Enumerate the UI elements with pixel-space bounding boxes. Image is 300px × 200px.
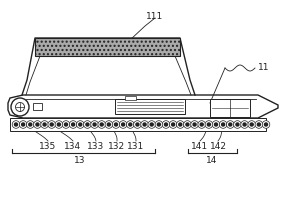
Circle shape: [164, 123, 167, 126]
Circle shape: [257, 123, 260, 126]
Circle shape: [129, 123, 132, 126]
Circle shape: [226, 121, 234, 128]
Circle shape: [176, 121, 184, 128]
Circle shape: [141, 121, 148, 128]
Text: 141: 141: [191, 142, 208, 151]
Circle shape: [205, 121, 213, 128]
Circle shape: [250, 123, 253, 126]
Bar: [10, 118, 266, 131]
Circle shape: [222, 123, 225, 126]
Circle shape: [14, 123, 17, 126]
Circle shape: [112, 121, 120, 128]
Circle shape: [136, 123, 139, 126]
Circle shape: [265, 123, 268, 126]
Circle shape: [119, 121, 127, 128]
Circle shape: [36, 123, 39, 126]
Circle shape: [16, 102, 25, 112]
Circle shape: [148, 121, 155, 128]
Circle shape: [219, 121, 227, 128]
Circle shape: [79, 123, 82, 126]
Circle shape: [64, 123, 68, 126]
Circle shape: [12, 121, 20, 128]
Circle shape: [255, 121, 263, 128]
Circle shape: [200, 123, 203, 126]
Circle shape: [29, 123, 32, 126]
Circle shape: [169, 121, 177, 128]
Circle shape: [198, 121, 206, 128]
Text: 134: 134: [64, 142, 82, 151]
Circle shape: [186, 123, 189, 126]
Circle shape: [34, 121, 41, 128]
Text: 135: 135: [39, 142, 57, 151]
Circle shape: [91, 121, 98, 128]
Circle shape: [69, 121, 77, 128]
Circle shape: [107, 123, 110, 126]
Text: 11: 11: [258, 64, 269, 72]
Circle shape: [150, 123, 153, 126]
Circle shape: [55, 121, 63, 128]
Circle shape: [229, 123, 232, 126]
Circle shape: [43, 123, 46, 126]
Circle shape: [22, 123, 25, 126]
Text: 14: 14: [206, 156, 218, 165]
Circle shape: [179, 123, 182, 126]
Circle shape: [234, 121, 241, 128]
Text: 133: 133: [87, 142, 105, 151]
Circle shape: [62, 121, 70, 128]
Circle shape: [212, 121, 220, 128]
Circle shape: [105, 121, 113, 128]
Text: 111: 111: [146, 12, 164, 21]
Text: 132: 132: [108, 142, 126, 151]
Circle shape: [236, 123, 239, 126]
Bar: [33, 103, 42, 110]
Circle shape: [86, 123, 89, 126]
Circle shape: [262, 121, 270, 128]
Circle shape: [57, 123, 60, 126]
Bar: [125, 96, 136, 100]
Text: 13: 13: [74, 156, 86, 165]
Circle shape: [191, 121, 198, 128]
Circle shape: [127, 121, 134, 128]
Circle shape: [248, 121, 256, 128]
Circle shape: [11, 98, 29, 116]
Circle shape: [84, 121, 91, 128]
Text: 131: 131: [128, 142, 145, 151]
Circle shape: [76, 121, 84, 128]
Circle shape: [155, 121, 163, 128]
Circle shape: [26, 121, 34, 128]
Circle shape: [50, 123, 53, 126]
Circle shape: [214, 123, 218, 126]
Circle shape: [19, 121, 27, 128]
Text: 142: 142: [209, 142, 226, 151]
Circle shape: [184, 121, 191, 128]
Circle shape: [134, 121, 141, 128]
Circle shape: [98, 121, 106, 128]
Circle shape: [207, 123, 210, 126]
Bar: [115, 99, 185, 114]
Circle shape: [115, 123, 118, 126]
Circle shape: [72, 123, 75, 126]
Circle shape: [143, 123, 146, 126]
Bar: [35, 38, 180, 56]
Circle shape: [93, 123, 96, 126]
Circle shape: [241, 121, 248, 128]
Circle shape: [41, 121, 48, 128]
Circle shape: [100, 123, 103, 126]
Circle shape: [122, 123, 125, 126]
Circle shape: [243, 123, 246, 126]
Circle shape: [172, 123, 175, 126]
Circle shape: [48, 121, 56, 128]
Bar: [210, 99, 250, 117]
Circle shape: [162, 121, 170, 128]
Circle shape: [193, 123, 196, 126]
Circle shape: [157, 123, 161, 126]
